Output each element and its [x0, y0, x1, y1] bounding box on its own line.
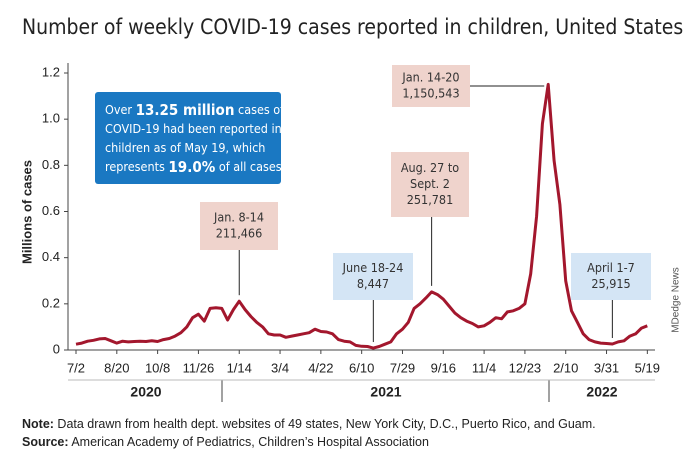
y-axis-label: Millions of cases [19, 160, 34, 264]
annotation-text: 25,915 [591, 276, 630, 291]
y-tick-label: 1.2 [42, 64, 60, 79]
callout-highlight: 13.25 million [136, 101, 235, 119]
x-tick-label: 9/16 [431, 360, 456, 375]
callout-segment: Over [105, 102, 136, 117]
annotation-box [571, 253, 651, 300]
y-tick-label: 1.0 [42, 111, 60, 126]
footnote: Source: American Academy of Pediatrics, … [22, 435, 429, 449]
annotation-text: Sept. 2 [410, 176, 450, 191]
annotation-text: Jan. 8-14 [213, 210, 264, 225]
credit: MDedge News [671, 267, 682, 333]
callout-text: children as of May 19, which [105, 140, 265, 155]
x-tick-label: 5/19 [635, 360, 660, 375]
annotation-box [200, 202, 278, 250]
x-tick-label: 8/20 [104, 360, 129, 375]
annotation-text: 1,150,543 [402, 86, 459, 101]
callout-highlight: 19.0% [168, 158, 215, 176]
y-tick-label: 0.2 [42, 295, 60, 310]
x-tick-label: 4/22 [308, 360, 333, 375]
x-tick-label: 10/8 [145, 360, 170, 375]
callout-segment: of all cases. [215, 159, 285, 174]
x-tick-label: 2/10 [553, 360, 578, 375]
callout-text: Over 13.25 million cases of [105, 101, 285, 119]
callout-segment: COVID-19 had been reported in [105, 121, 282, 136]
footnote-label: Source: [22, 435, 69, 449]
callout-segment: represents [105, 159, 168, 174]
y-tick-label: 0.4 [42, 249, 60, 264]
y-tick-label: 0.6 [42, 203, 60, 218]
annotation-text: Jan. 14-20 [401, 70, 459, 85]
y-tick-label: 0 [53, 341, 60, 356]
annotation-text: April 1-7 [587, 260, 635, 275]
annotation-text: Aug. 27 to [401, 160, 459, 175]
callout-text: COVID-19 had been reported in [105, 121, 282, 136]
x-tick-label: 11/26 [183, 360, 215, 375]
chart-title: Number of weekly COVID-19 cases reported… [22, 15, 683, 39]
footnote-label: Note: [22, 417, 54, 431]
x-tick-label: 11/4 [472, 360, 496, 375]
footnote-text: American Academy of Pediatrics, Children… [69, 435, 429, 449]
x-tick-label: 7/29 [390, 360, 415, 375]
callout-segment: cases of [234, 102, 285, 117]
annotation-box [333, 253, 413, 300]
year-label: 2022 [586, 384, 617, 400]
annotation-text: 251,781 [407, 192, 454, 207]
x-tick-label: 3/4 [271, 360, 289, 375]
annotation-text: 8,447 [357, 276, 389, 291]
x-tick-label: 1/14 [227, 360, 252, 375]
callout-text: represents 19.0% of all cases. [105, 158, 285, 176]
y-tick-label: 0.8 [42, 157, 60, 172]
annotation-text: 211,466 [216, 226, 263, 241]
callout-segment: children as of May 19, which [105, 140, 265, 155]
x-tick-label: 7/2 [67, 360, 85, 375]
x-tick-label: 3/31 [594, 360, 619, 375]
year-label: 2020 [130, 384, 161, 400]
x-tick-label: 12/23 [509, 360, 542, 375]
x-tick-label: 6/10 [349, 360, 374, 375]
footnote: Note: Data drawn from health dept. websi… [22, 417, 596, 431]
footnote-text: Data drawn from health dept. websites of… [54, 417, 596, 431]
annotation-text: June 18-24 [342, 260, 404, 275]
year-label: 2021 [370, 384, 401, 400]
callout-box [95, 92, 281, 184]
annotation-box [392, 65, 470, 107]
annotation-box [391, 152, 469, 217]
data-line [75, 82, 648, 350]
